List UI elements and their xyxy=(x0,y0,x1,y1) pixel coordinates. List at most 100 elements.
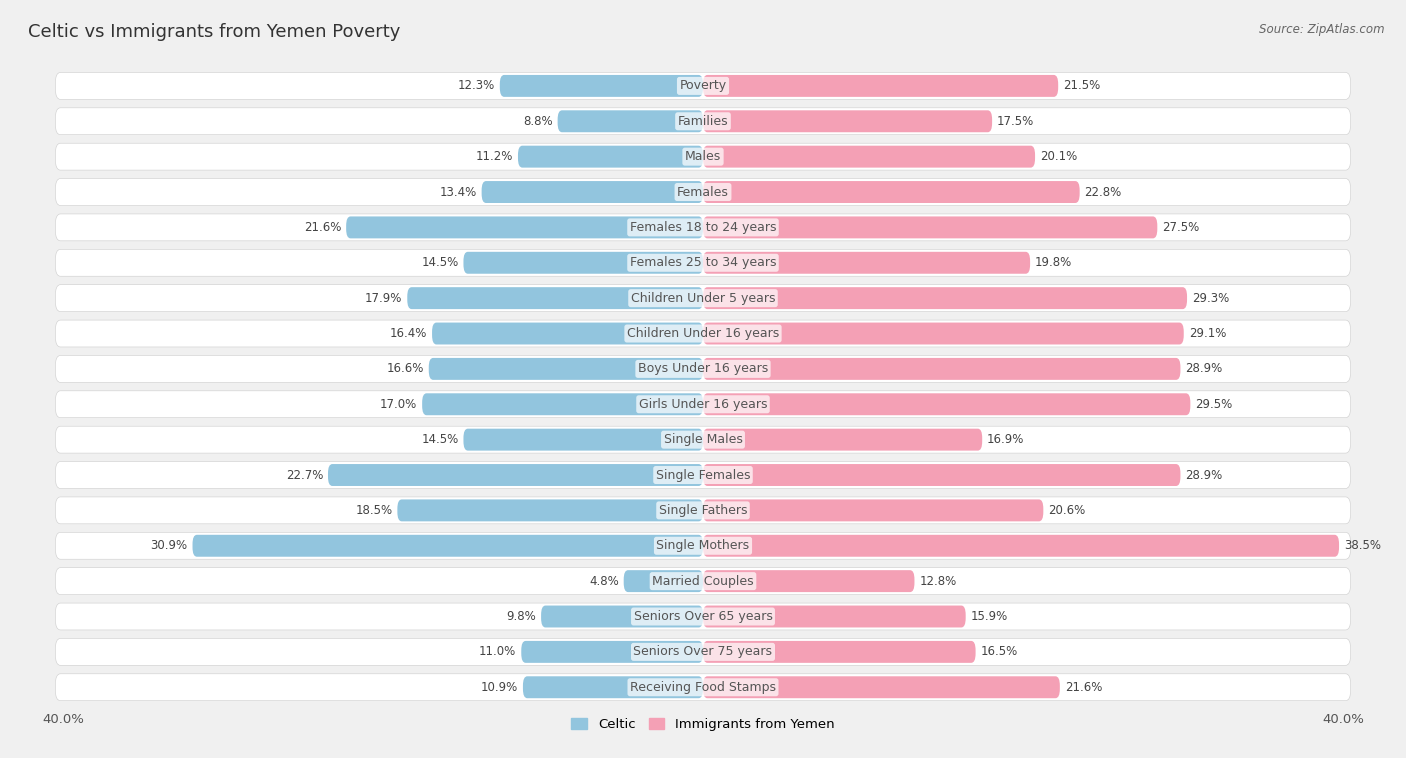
Text: 21.5%: 21.5% xyxy=(1063,80,1101,92)
Text: Single Females: Single Females xyxy=(655,468,751,481)
FancyBboxPatch shape xyxy=(482,181,703,203)
FancyBboxPatch shape xyxy=(408,287,703,309)
FancyBboxPatch shape xyxy=(55,73,1351,99)
FancyBboxPatch shape xyxy=(703,535,1339,556)
FancyBboxPatch shape xyxy=(422,393,703,415)
FancyBboxPatch shape xyxy=(558,111,703,132)
Text: Children Under 5 years: Children Under 5 years xyxy=(631,292,775,305)
FancyBboxPatch shape xyxy=(346,217,703,238)
FancyBboxPatch shape xyxy=(55,356,1351,382)
FancyBboxPatch shape xyxy=(55,320,1351,347)
Text: Males: Males xyxy=(685,150,721,163)
Text: Married Couples: Married Couples xyxy=(652,575,754,587)
FancyBboxPatch shape xyxy=(517,146,703,168)
Text: Females 25 to 34 years: Females 25 to 34 years xyxy=(630,256,776,269)
FancyBboxPatch shape xyxy=(193,535,703,556)
Text: 16.5%: 16.5% xyxy=(980,645,1018,659)
FancyBboxPatch shape xyxy=(703,570,914,592)
FancyBboxPatch shape xyxy=(55,249,1351,276)
Text: Poverty: Poverty xyxy=(679,80,727,92)
FancyBboxPatch shape xyxy=(398,500,703,522)
FancyBboxPatch shape xyxy=(703,606,966,628)
Text: Single Fathers: Single Fathers xyxy=(659,504,747,517)
Text: Females: Females xyxy=(678,186,728,199)
FancyBboxPatch shape xyxy=(55,674,1351,700)
Text: 17.5%: 17.5% xyxy=(997,114,1035,128)
FancyBboxPatch shape xyxy=(55,179,1351,205)
Text: 22.7%: 22.7% xyxy=(285,468,323,481)
Text: 4.8%: 4.8% xyxy=(589,575,619,587)
Text: 13.4%: 13.4% xyxy=(440,186,477,199)
FancyBboxPatch shape xyxy=(55,638,1351,666)
FancyBboxPatch shape xyxy=(55,497,1351,524)
Text: 18.5%: 18.5% xyxy=(356,504,392,517)
FancyBboxPatch shape xyxy=(703,464,1181,486)
Text: Seniors Over 65 years: Seniors Over 65 years xyxy=(634,610,772,623)
FancyBboxPatch shape xyxy=(55,568,1351,594)
Text: 28.9%: 28.9% xyxy=(1185,468,1223,481)
FancyBboxPatch shape xyxy=(703,323,1184,344)
FancyBboxPatch shape xyxy=(703,393,1191,415)
Text: 27.5%: 27.5% xyxy=(1163,221,1199,234)
Text: 15.9%: 15.9% xyxy=(970,610,1008,623)
Text: 12.3%: 12.3% xyxy=(457,80,495,92)
FancyBboxPatch shape xyxy=(703,676,1060,698)
FancyBboxPatch shape xyxy=(464,429,703,450)
FancyBboxPatch shape xyxy=(328,464,703,486)
FancyBboxPatch shape xyxy=(523,676,703,698)
FancyBboxPatch shape xyxy=(703,75,1059,97)
Text: Females 18 to 24 years: Females 18 to 24 years xyxy=(630,221,776,234)
Text: 14.5%: 14.5% xyxy=(422,256,458,269)
FancyBboxPatch shape xyxy=(703,111,993,132)
FancyBboxPatch shape xyxy=(703,181,1080,203)
FancyBboxPatch shape xyxy=(703,500,1043,522)
Text: Seniors Over 75 years: Seniors Over 75 years xyxy=(634,645,772,659)
Text: 17.0%: 17.0% xyxy=(380,398,418,411)
FancyBboxPatch shape xyxy=(55,603,1351,630)
Text: 9.8%: 9.8% xyxy=(506,610,536,623)
FancyBboxPatch shape xyxy=(55,426,1351,453)
Text: Celtic vs Immigrants from Yemen Poverty: Celtic vs Immigrants from Yemen Poverty xyxy=(28,23,401,41)
FancyBboxPatch shape xyxy=(55,214,1351,241)
FancyBboxPatch shape xyxy=(55,532,1351,559)
Text: 10.9%: 10.9% xyxy=(481,681,517,694)
Text: 20.6%: 20.6% xyxy=(1049,504,1085,517)
Text: 16.4%: 16.4% xyxy=(389,327,427,340)
FancyBboxPatch shape xyxy=(703,641,976,662)
FancyBboxPatch shape xyxy=(55,285,1351,312)
FancyBboxPatch shape xyxy=(703,146,1035,168)
FancyBboxPatch shape xyxy=(55,143,1351,170)
Text: 11.0%: 11.0% xyxy=(479,645,516,659)
Text: Single Males: Single Males xyxy=(664,433,742,446)
Text: Source: ZipAtlas.com: Source: ZipAtlas.com xyxy=(1260,23,1385,36)
Text: 17.9%: 17.9% xyxy=(366,292,402,305)
Text: 19.8%: 19.8% xyxy=(1035,256,1073,269)
FancyBboxPatch shape xyxy=(55,391,1351,418)
FancyBboxPatch shape xyxy=(541,606,703,628)
Text: 8.8%: 8.8% xyxy=(523,114,553,128)
FancyBboxPatch shape xyxy=(703,252,1031,274)
Text: 38.5%: 38.5% xyxy=(1344,539,1381,553)
FancyBboxPatch shape xyxy=(429,358,703,380)
FancyBboxPatch shape xyxy=(703,287,1187,309)
Text: 28.9%: 28.9% xyxy=(1185,362,1223,375)
Text: Girls Under 16 years: Girls Under 16 years xyxy=(638,398,768,411)
Text: Single Mothers: Single Mothers xyxy=(657,539,749,553)
Text: 16.9%: 16.9% xyxy=(987,433,1025,446)
FancyBboxPatch shape xyxy=(703,429,983,450)
Text: 40.0%: 40.0% xyxy=(42,713,84,725)
Text: 40.0%: 40.0% xyxy=(1322,713,1364,725)
Text: 11.2%: 11.2% xyxy=(475,150,513,163)
FancyBboxPatch shape xyxy=(703,217,1157,238)
FancyBboxPatch shape xyxy=(55,462,1351,488)
Text: Families: Families xyxy=(678,114,728,128)
Text: 29.5%: 29.5% xyxy=(1195,398,1233,411)
FancyBboxPatch shape xyxy=(432,323,703,344)
Text: 12.8%: 12.8% xyxy=(920,575,956,587)
Text: 22.8%: 22.8% xyxy=(1084,186,1122,199)
Text: Boys Under 16 years: Boys Under 16 years xyxy=(638,362,768,375)
Text: 16.6%: 16.6% xyxy=(387,362,423,375)
Text: 29.3%: 29.3% xyxy=(1192,292,1229,305)
Text: Receiving Food Stamps: Receiving Food Stamps xyxy=(630,681,776,694)
FancyBboxPatch shape xyxy=(624,570,703,592)
